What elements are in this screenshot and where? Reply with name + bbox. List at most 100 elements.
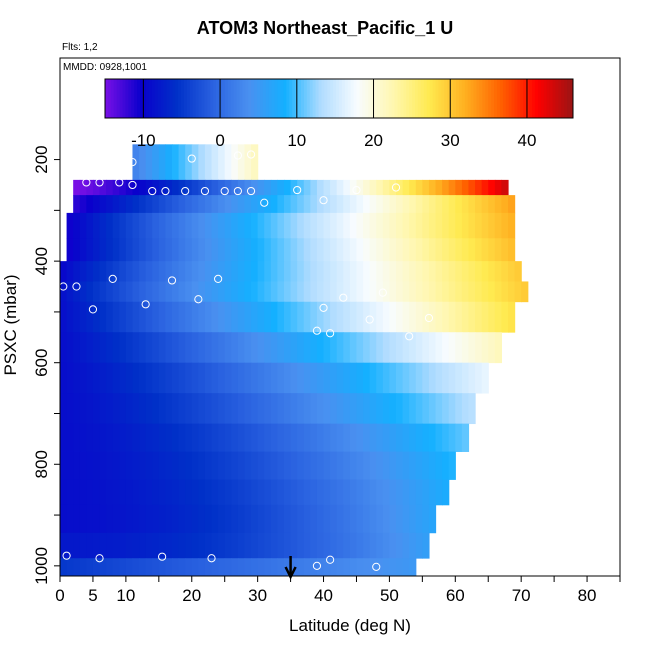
heatmap-cell (270, 281, 279, 303)
heatmap-cell (376, 212, 384, 239)
heatmap-cell (297, 451, 305, 480)
heatmap-cell (461, 423, 470, 452)
heatmap-cell (211, 451, 219, 480)
heatmap-cell (132, 238, 140, 262)
sample-point (200, 186, 210, 196)
heatmap-cell (224, 532, 232, 559)
heatmap-cell (396, 281, 404, 303)
heatmap-cell (455, 179, 463, 196)
heatmap-cell (224, 212, 232, 239)
colorbar-tick-label: -10 (131, 131, 156, 150)
heatmap-cell (402, 479, 410, 506)
colorbar-segment (283, 79, 287, 118)
heatmap-cell (303, 532, 311, 559)
colorbar-segment (178, 79, 182, 118)
colorbar-segment (473, 79, 477, 118)
heatmap-cell (330, 212, 338, 239)
heatmap-cell (139, 238, 147, 262)
heatmap-cell (442, 393, 450, 425)
sample-point (128, 158, 137, 167)
heatmap-cell (132, 179, 140, 196)
heatmap-cell (152, 451, 160, 480)
heatmap-cell (185, 301, 193, 333)
colorbar-segment (230, 79, 235, 118)
colorbar-segment (429, 79, 434, 118)
heatmap-cell (349, 451, 358, 480)
colorbar-tick-label: 20 (364, 131, 383, 150)
sample-point (214, 274, 223, 284)
heatmap-cell (316, 393, 325, 425)
heatmap-cell (270, 332, 279, 364)
heatmap-cell (316, 479, 325, 506)
heatmap-cell (158, 179, 167, 196)
heatmap-cell (231, 332, 239, 364)
heatmap-cell (79, 393, 87, 425)
colorbar-segment (532, 79, 536, 118)
heatmap-cell (369, 212, 377, 239)
colorbar-segment (377, 79, 381, 118)
heatmap-cell (231, 281, 239, 303)
heatmap-cell (284, 393, 292, 425)
heatmap-cell (79, 479, 87, 506)
heatmap-cell (92, 451, 101, 480)
heatmap-cell (343, 532, 351, 559)
heatmap-cell (369, 261, 377, 282)
colorbar-segment (233, 79, 238, 118)
heatmap-cell (158, 281, 167, 303)
heatmap-cell (112, 301, 120, 333)
heatmap-cell (442, 195, 450, 214)
colorbar-segment (210, 79, 214, 118)
colorbar-segment (394, 79, 398, 118)
heatmap-cell (468, 393, 476, 425)
heatmap-cell (60, 393, 68, 425)
heatmap-cell (415, 451, 423, 480)
heatmap-cell (198, 532, 206, 559)
heatmap-cell (336, 238, 344, 262)
heatmap-cell (139, 179, 147, 196)
colorbar-segment (464, 79, 469, 118)
heatmap-cell (106, 332, 114, 364)
heatmap-cell (330, 423, 338, 452)
sample-point (72, 282, 81, 291)
colorbar-tick-label: 40 (518, 131, 537, 150)
heatmap-cell (415, 532, 423, 559)
heatmap-cell (343, 332, 351, 364)
heatmap-cell (191, 558, 199, 577)
colorbar-segment (181, 79, 185, 118)
colorbar-segment (491, 79, 495, 118)
heatmap-cell (409, 301, 417, 333)
heatmap-cell (244, 238, 252, 262)
heatmap-cell (428, 332, 437, 364)
heatmap-cell (60, 362, 68, 394)
heatmap-cell (125, 301, 134, 333)
sample-point (365, 315, 374, 324)
heatmap-cell (382, 479, 391, 506)
heatmap-cell (86, 532, 94, 559)
heatmap-cell (185, 238, 193, 262)
heatmap-cell (112, 423, 120, 452)
heatmap-cell (86, 479, 94, 506)
colorbar-segment (382, 79, 387, 118)
heatmap-cell (158, 479, 167, 506)
heatmap-cell (382, 332, 391, 364)
heatmap-cell (468, 281, 476, 303)
heatmap-cell (349, 238, 358, 262)
heatmap-cell (204, 212, 213, 239)
colorbar-segment (175, 79, 179, 118)
heatmap-cell (336, 179, 344, 196)
heatmap-cell (237, 504, 246, 534)
heatmap-cell (119, 195, 127, 214)
heatmap-cell (152, 393, 160, 425)
heatmap-cell (428, 179, 437, 196)
heatmap-cell (316, 362, 325, 394)
colorbar-segment (558, 79, 562, 118)
heatmap-cell (106, 558, 114, 577)
colorbar-segment (125, 79, 129, 118)
heatmap-cell (330, 179, 338, 196)
heatmap-cell (145, 301, 153, 333)
heatmap-cell (356, 195, 364, 214)
colorbar-segment (567, 79, 571, 118)
heatmap-cell (198, 212, 206, 239)
heatmap-cell (99, 261, 107, 282)
colorbar-segment (306, 79, 311, 118)
